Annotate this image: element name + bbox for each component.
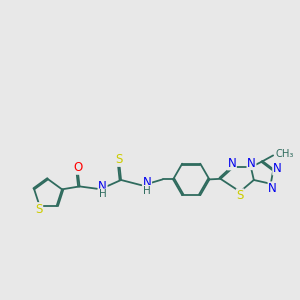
Text: N: N (98, 180, 107, 193)
Text: S: S (35, 203, 43, 216)
Text: N: N (143, 176, 152, 189)
Text: S: S (236, 189, 244, 202)
Text: N: N (247, 157, 256, 169)
Text: N: N (268, 182, 277, 195)
Text: N: N (227, 157, 236, 170)
Text: S: S (116, 153, 123, 166)
Text: H: H (143, 185, 151, 196)
Text: H: H (99, 189, 106, 199)
Text: N: N (273, 162, 282, 175)
Text: CH₃: CH₃ (275, 149, 294, 159)
Text: O: O (73, 161, 83, 174)
